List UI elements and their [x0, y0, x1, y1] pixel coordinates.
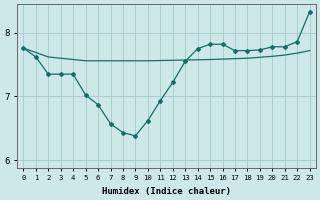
X-axis label: Humidex (Indice chaleur): Humidex (Indice chaleur) — [102, 187, 231, 196]
